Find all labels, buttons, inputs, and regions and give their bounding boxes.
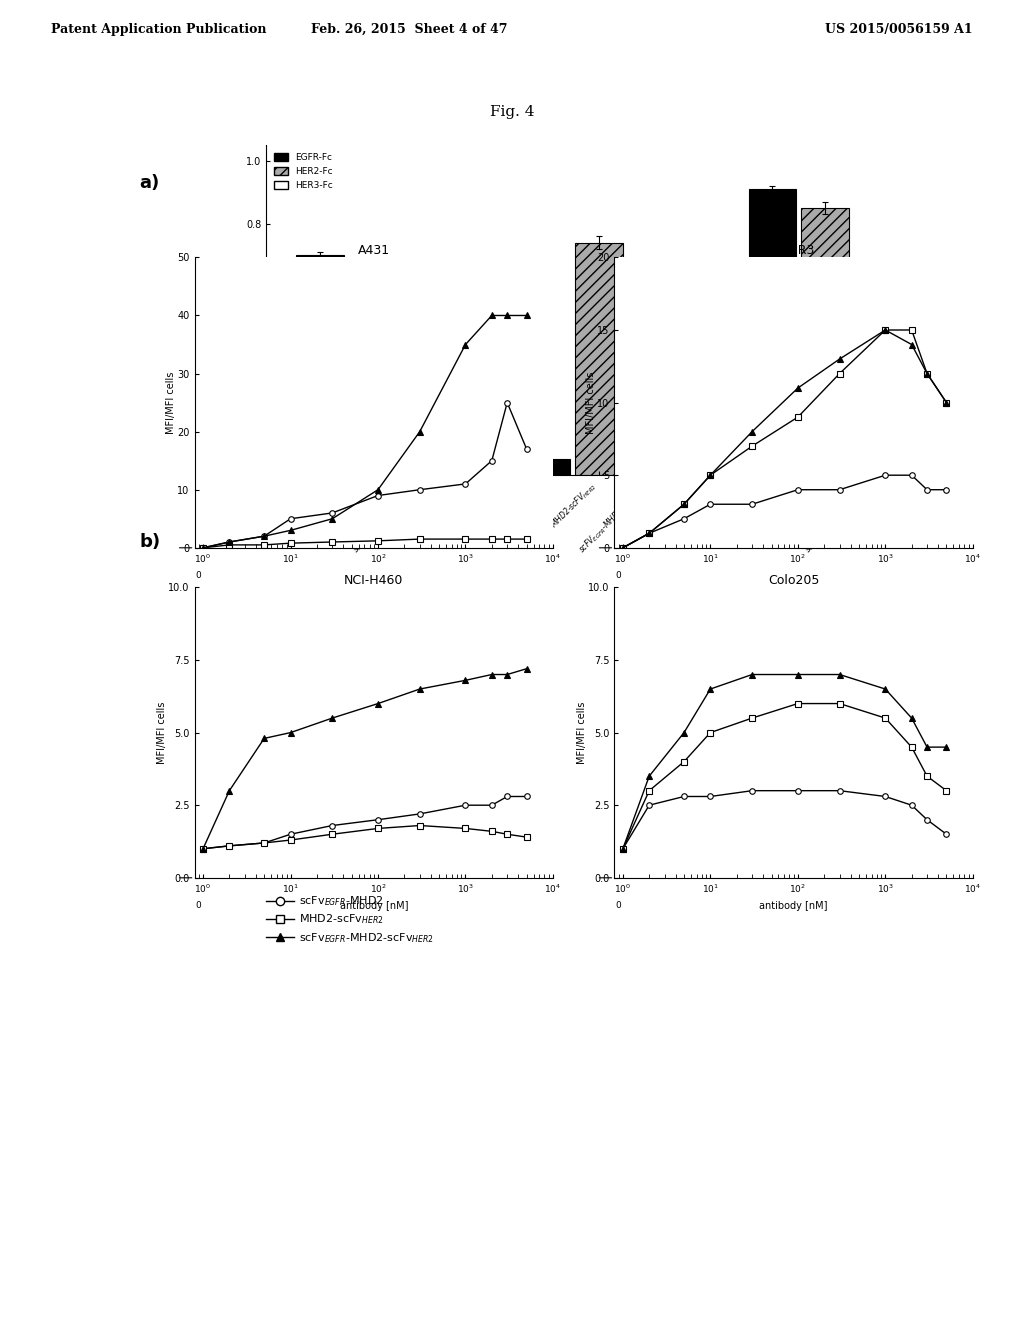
Bar <box>749 189 796 475</box>
Title: A431: A431 <box>357 244 390 257</box>
Y-axis label: MFI/MFI cells: MFI/MFI cells <box>577 701 587 764</box>
Title: Colo205: Colo205 <box>768 574 819 587</box>
Text: a): a) <box>139 174 160 191</box>
Text: 0: 0 <box>615 572 621 579</box>
Text: US 2015/0056159 A1: US 2015/0056159 A1 <box>825 24 973 36</box>
Bar <box>628 462 676 475</box>
Text: 0: 0 <box>196 572 201 579</box>
Y-axis label: MFI/MFI cells: MFI/MFI cells <box>166 371 176 434</box>
Bar <box>802 209 849 475</box>
Bar <box>575 243 623 475</box>
Bar <box>349 462 396 475</box>
Text: Feb. 26, 2015  Sheet 4 of 47: Feb. 26, 2015 Sheet 4 of 47 <box>311 24 508 36</box>
Title: SKBR3: SKBR3 <box>773 244 814 257</box>
Text: 0: 0 <box>196 902 201 909</box>
X-axis label: antibody [nM]: antibody [nM] <box>760 900 827 911</box>
Title: NCI-H460: NCI-H460 <box>344 574 403 587</box>
X-axis label: antibody [nM]: antibody [nM] <box>340 900 408 911</box>
Text: Patent Application Publication: Patent Application Publication <box>51 24 266 36</box>
Y-axis label: absorption [450 nm]: absorption [450 nm] <box>233 260 244 360</box>
Text: b): b) <box>139 532 161 550</box>
Bar <box>854 465 901 475</box>
Legend: scFv$_{EGFR}$-MHD2, MHD2-scFv$_{HER2}$, scFv$_{EGFR}$-MHD2-scFv$_{HER2}$: scFv$_{EGFR}$-MHD2, MHD2-scFv$_{HER2}$, … <box>261 890 439 949</box>
Y-axis label: MFI/MFI cells: MFI/MFI cells <box>157 701 167 764</box>
Bar <box>522 459 570 475</box>
Legend: EGFR-Fc, HER2-Fc, HER3-Fc: EGFR-Fc, HER2-Fc, HER3-Fc <box>270 149 337 193</box>
Y-axis label: MFI/MFI cells: MFI/MFI cells <box>586 371 596 434</box>
Text: 0: 0 <box>615 902 621 909</box>
Bar <box>402 461 450 475</box>
Text: Fig. 4: Fig. 4 <box>489 106 535 119</box>
Bar <box>297 255 344 475</box>
